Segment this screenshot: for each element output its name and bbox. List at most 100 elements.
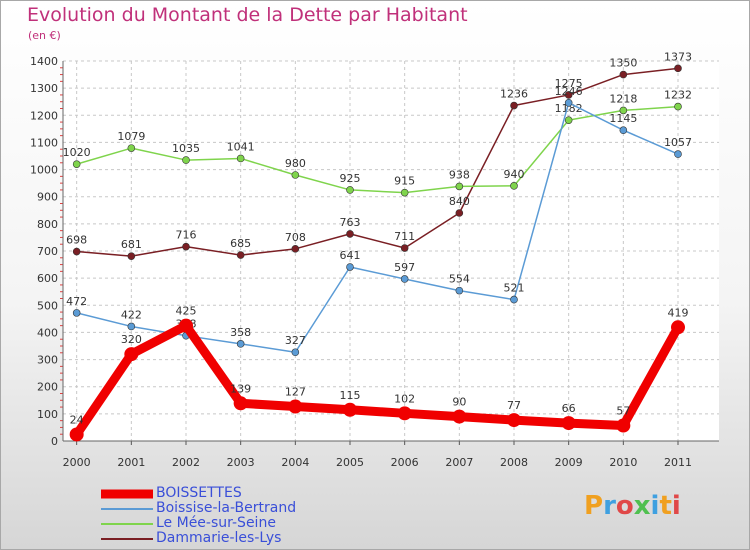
y-tick-label: 900 [37,191,58,204]
data-label: 1373 [664,50,692,63]
data-point [236,154,245,163]
data-label: 139 [230,382,251,395]
data-label: 90 [452,396,466,409]
data-point [69,427,84,442]
data-label: 980 [285,157,306,170]
data-label: 1232 [664,89,692,102]
data-label: 641 [340,249,361,262]
data-label: 320 [121,333,142,346]
data-label: 716 [176,229,197,242]
data-label: 940 [504,168,525,181]
data-label: 327 [285,334,306,347]
data-label: 419 [668,306,689,319]
data-point [346,263,354,271]
data-point [182,156,190,164]
data-label: 763 [340,216,361,229]
data-point [72,247,81,256]
data-label: 472 [66,295,87,308]
data-point [127,252,136,260]
data-label: 597 [394,261,415,274]
x-tick-label: 2001 [117,456,145,469]
logo-letter: r [603,491,616,521]
data-point [619,126,628,135]
data-point [510,101,518,110]
data-point [72,160,81,168]
x-tick-label: 2009 [555,456,583,469]
data-point [452,409,467,424]
data-point [455,182,464,191]
data-point [182,242,190,251]
data-label: 77 [507,399,521,412]
logo-letter: t [659,491,672,521]
x-tick-label: 2011 [664,456,692,469]
data-point [510,295,518,304]
data-point [619,106,628,115]
data-point [179,318,193,333]
chart-subtitle: (en €) [28,29,61,42]
x-tick-label: 2005 [336,456,364,469]
proxiti-logo: Proxiti [584,491,681,521]
data-point [674,102,682,111]
data-label: 66 [562,402,576,415]
data-label: 115 [340,389,361,402]
data-label: 358 [230,326,251,339]
logo-letter: i [650,491,660,521]
y-tick-label: 1100 [30,136,58,149]
y-tick-label: 500 [37,299,58,312]
data-point [127,322,136,331]
y-tick-label: 300 [37,354,58,367]
data-point [619,70,628,79]
data-label: 1035 [172,142,200,155]
data-point [564,99,573,107]
data-point [616,418,631,433]
data-label: 1145 [609,112,637,125]
data-label: 915 [394,175,415,188]
data-label: 1246 [555,85,583,98]
data-point [397,406,412,421]
y-tick-label: 1400 [30,55,58,68]
data-label: 1236 [500,88,528,101]
x-tick-label: 2006 [391,456,419,469]
data-point [236,340,245,348]
data-label: 1041 [227,140,255,153]
logo-letter: i [671,491,681,521]
chart-title: Evolution du Montant de la Dette par Hab… [27,4,468,26]
data-label: 127 [285,386,306,399]
data-label: 1218 [609,92,637,105]
legend-label: Le Mée-sur-Seine [156,515,276,531]
data-point [674,150,682,158]
y-tick-label: 200 [37,381,58,394]
data-point [343,402,357,417]
x-tick-label: 2004 [281,456,309,469]
data-label: 1057 [664,136,692,149]
x-tick-label: 2003 [227,456,255,469]
data-label: 57 [616,405,630,418]
data-label: 711 [394,230,415,243]
data-label: 1182 [555,102,583,115]
x-tick-label: 2002 [172,456,200,469]
data-point [400,244,409,252]
data-label: 681 [121,238,142,251]
legend-label: Dammarie-les-Lys [156,530,282,546]
data-label: 708 [285,231,306,244]
x-tick-label: 2008 [500,456,528,469]
data-label: 24 [70,413,84,426]
data-label: 1079 [117,130,145,143]
data-label: 925 [340,172,361,185]
data-point [233,396,248,411]
series-line [75,67,679,257]
series-line [72,321,683,439]
data-point [291,348,300,357]
data-point [510,182,518,190]
data-label: 1020 [63,146,91,159]
logo-letter: o [615,491,634,521]
data-point [124,347,139,362]
data-label: 938 [449,168,470,181]
x-tick-label: 2000 [63,456,91,469]
series-line [75,105,679,194]
y-tick-label: 1000 [30,164,58,177]
legend-label: Boissise-la-Bertrand [156,500,297,516]
data-point [674,64,682,73]
